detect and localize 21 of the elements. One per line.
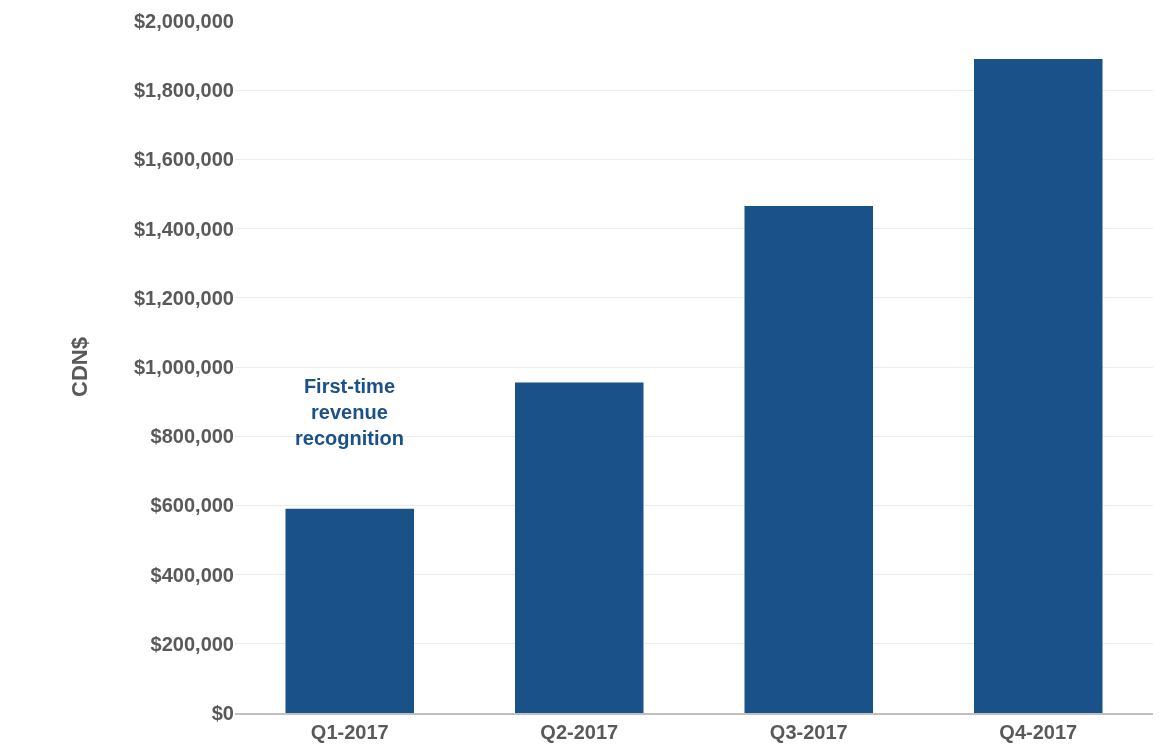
bar: [514, 382, 644, 713]
y-axis-title: CDN$: [66, 337, 92, 397]
y-tick-label: $1,200,000: [133, 286, 234, 309]
y-tick-label: $400,000: [150, 563, 234, 586]
bar: [973, 59, 1103, 713]
annotation: First-time revenue recognition: [295, 375, 404, 449]
x-tick-label: Q4-2017: [999, 721, 1078, 743]
x-tick-label: Q1-2017: [310, 721, 389, 743]
bar: [744, 206, 874, 713]
y-tick-label: $200,000: [150, 632, 234, 655]
y-tick-label: $0: [211, 702, 234, 724]
y-tick-label: $1,400,000: [133, 217, 234, 240]
bar: [285, 508, 415, 713]
y-tick-label: $1,000,000: [133, 356, 234, 378]
y-tick-label: $1,600,000: [133, 148, 234, 171]
y-tick-label: $800,000: [150, 425, 234, 448]
y-tick-label: $600,000: [150, 494, 234, 517]
x-tick-label: Q2-2017: [540, 721, 619, 743]
y-tick-label: $1,800,000: [133, 79, 234, 102]
x-tick-label: Q3-2017: [769, 721, 848, 743]
y-tick-label: $2,000,000: [133, 10, 234, 32]
